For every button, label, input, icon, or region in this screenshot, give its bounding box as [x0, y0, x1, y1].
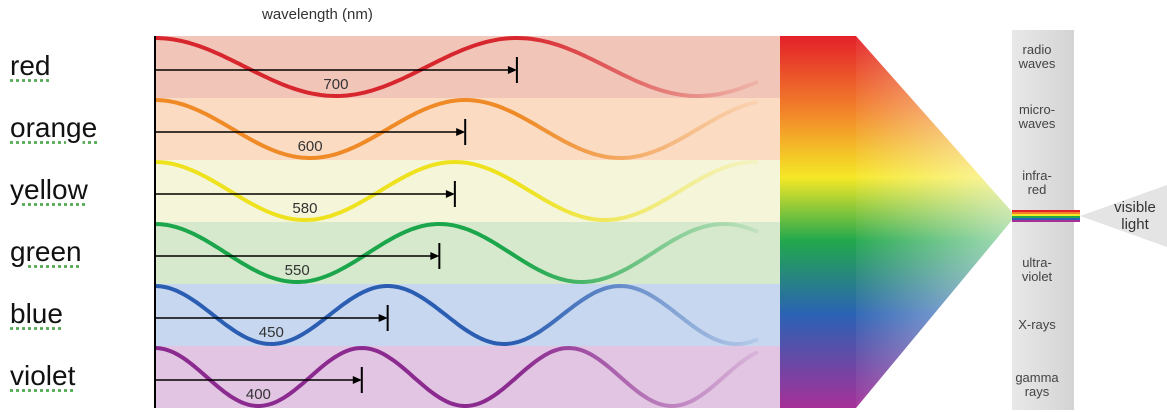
color-label: violet	[10, 360, 75, 392]
diagram-graphic: 700 600 580 550 450 400	[0, 0, 1167, 412]
band-label: micro-waves	[1013, 103, 1061, 131]
row-band	[155, 160, 780, 222]
visible-strip	[1012, 210, 1080, 222]
wavelength-value: 450	[259, 324, 284, 341]
wavelength-value: 600	[298, 138, 323, 155]
color-label: orange	[10, 112, 97, 144]
wavelength-value: 700	[323, 76, 348, 93]
color-label: red	[10, 50, 50, 82]
row-band	[155, 98, 780, 160]
color-label: green	[10, 236, 82, 268]
diagram: 700 600 580 550 450 400 wavelength (nm) visib…	[0, 0, 1167, 412]
band-label: ultra-violet	[1013, 256, 1061, 284]
spectrum-bar	[780, 36, 856, 408]
band-label: gamma rays	[1013, 371, 1061, 399]
wavelength-value: 550	[285, 262, 310, 279]
visible-label: visible light	[1110, 199, 1160, 233]
band-label: infra-red	[1013, 169, 1061, 197]
band-label: radio waves	[1013, 43, 1061, 71]
spectrum-fan-fade	[856, 36, 1012, 408]
axis-title: wavelength (nm)	[262, 6, 373, 23]
wavelength-value: 400	[246, 386, 271, 403]
wavelength-value: 580	[292, 200, 317, 217]
color-label: yellow	[10, 174, 88, 206]
color-label: blue	[10, 298, 63, 330]
band-label: X-rays	[1013, 318, 1061, 332]
